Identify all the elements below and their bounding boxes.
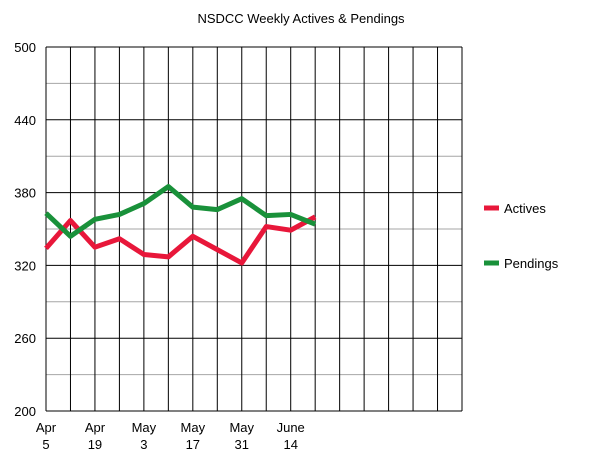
x-tick-label-month: May [229, 420, 254, 435]
x-tick-label-month: Apr [85, 420, 106, 435]
y-tick-label: 320 [14, 258, 36, 273]
chart-grid [45, 46, 463, 412]
x-tick-label-month: June [277, 420, 305, 435]
x-tick-label-month: May [181, 420, 206, 435]
series-line-pendings [44, 184, 317, 239]
x-tick-label-month: Apr [36, 420, 57, 435]
y-tick-label: 440 [14, 113, 36, 128]
legend: Actives Pendings [484, 201, 559, 271]
x-tick-label-day: 19 [88, 437, 102, 452]
legend-label-actives: Actives [504, 201, 546, 216]
y-tick-label: 380 [14, 186, 36, 201]
x-tick-label-day: 17 [186, 437, 200, 452]
axis-ticks: 200 260 320 380 440 500 Apr 5 Apr 19 May 3 May 17 May 3… [14, 40, 305, 452]
y-tick-label: 260 [14, 331, 36, 346]
x-tick-label-day: 3 [140, 437, 147, 452]
x-tick-label-day: 31 [235, 437, 249, 452]
x-tick-label-day: 14 [283, 437, 297, 452]
series-line-actives [44, 214, 317, 266]
x-tick-label-month: May [132, 420, 157, 435]
x-tick-label-day: 5 [42, 437, 49, 452]
chart-title: NSDCC Weekly Actives & Pendings [197, 11, 405, 26]
legend-label-pendings: Pendings [504, 256, 559, 271]
y-tick-label: 500 [14, 40, 36, 55]
series-lines [44, 184, 317, 266]
y-tick-label: 200 [14, 404, 36, 419]
